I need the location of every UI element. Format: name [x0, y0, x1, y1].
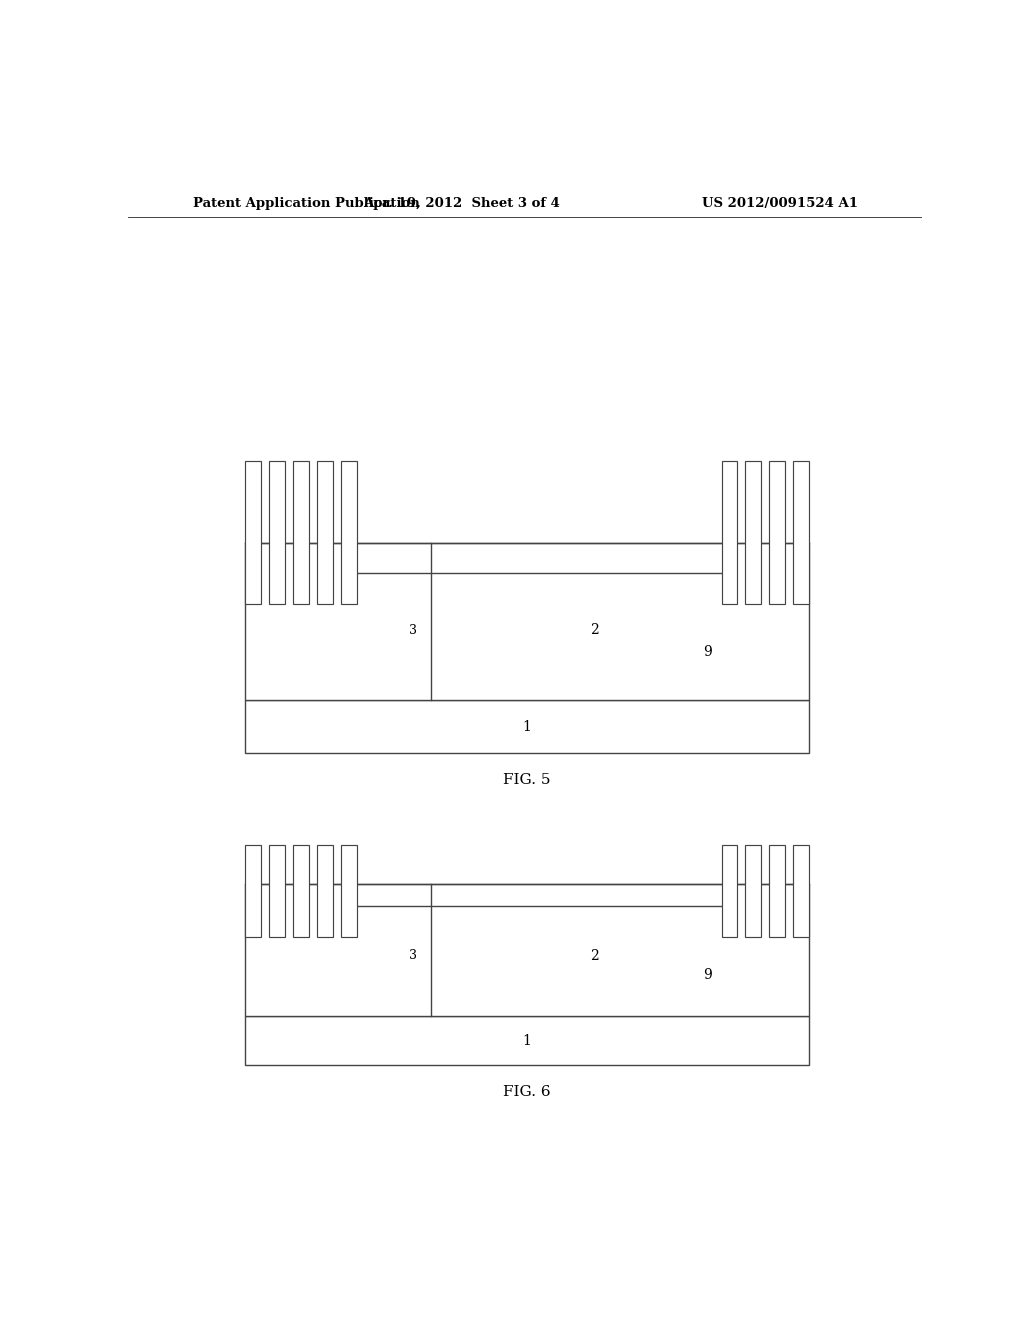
Text: 9: 9	[703, 968, 712, 982]
Bar	[722, 461, 737, 603]
Bar	[341, 846, 356, 937]
Bar	[246, 461, 261, 603]
Text: US 2012/0091524 A1: US 2012/0091524 A1	[702, 197, 858, 210]
Text: Apr. 19, 2012  Sheet 3 of 4: Apr. 19, 2012 Sheet 3 of 4	[362, 197, 560, 210]
Bar	[293, 846, 309, 937]
Bar	[769, 461, 785, 603]
Bar	[722, 846, 737, 937]
Text: 3: 3	[410, 624, 418, 636]
Bar	[793, 846, 809, 937]
Text: 9: 9	[703, 645, 712, 659]
Bar	[246, 1016, 809, 1065]
Bar	[769, 846, 785, 937]
Text: 1: 1	[522, 719, 531, 734]
Text: 2: 2	[591, 623, 599, 638]
Bar	[293, 461, 309, 603]
Bar	[246, 846, 261, 937]
Bar	[341, 461, 356, 603]
Bar	[246, 700, 809, 752]
Text: FIG. 6: FIG. 6	[504, 1085, 551, 1100]
Bar	[246, 543, 809, 700]
Text: 2: 2	[591, 949, 599, 962]
Text: Patent Application Publication: Patent Application Publication	[194, 197, 420, 210]
Bar	[269, 461, 285, 603]
Bar	[745, 461, 761, 603]
Text: 1: 1	[522, 1034, 531, 1048]
Text: 3: 3	[410, 949, 418, 962]
Bar	[246, 884, 809, 1016]
Bar	[316, 461, 333, 603]
Bar	[745, 846, 761, 937]
Bar	[269, 846, 285, 937]
Bar	[793, 461, 809, 603]
Bar	[316, 846, 333, 937]
Text: FIG. 5: FIG. 5	[504, 774, 551, 787]
